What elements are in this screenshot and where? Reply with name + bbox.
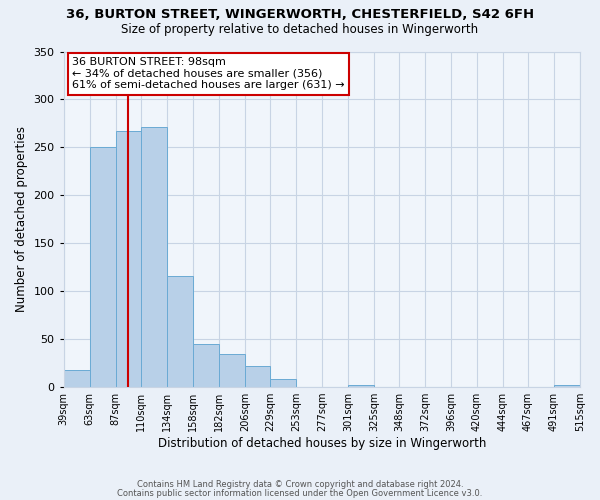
Text: Size of property relative to detached houses in Wingerworth: Size of property relative to detached ho… [121,22,479,36]
Bar [167,276,193,387]
Text: 36 BURTON STREET: 98sqm
← 34% of detached houses are smaller (356)
61% of semi-d: 36 BURTON STREET: 98sqm ← 34% of detache… [73,58,345,90]
Text: 36, BURTON STREET, WINGERWORTH, CHESTERFIELD, S42 6FH: 36, BURTON STREET, WINGERWORTH, CHESTERF… [66,8,534,20]
Bar [554,385,580,387]
Bar [90,148,116,387]
Text: Contains HM Land Registry data © Crown copyright and database right 2024.: Contains HM Land Registry data © Crown c… [137,480,463,489]
Bar [270,380,296,387]
X-axis label: Distribution of detached houses by size in Wingerworth: Distribution of detached houses by size … [158,437,486,450]
Bar [245,366,270,387]
Bar [219,354,245,387]
Bar [141,127,167,387]
Bar [116,131,141,387]
Y-axis label: Number of detached properties: Number of detached properties [15,126,28,312]
Bar [348,385,374,387]
Bar [193,344,219,387]
Bar [64,370,90,387]
Text: Contains public sector information licensed under the Open Government Licence v3: Contains public sector information licen… [118,489,482,498]
